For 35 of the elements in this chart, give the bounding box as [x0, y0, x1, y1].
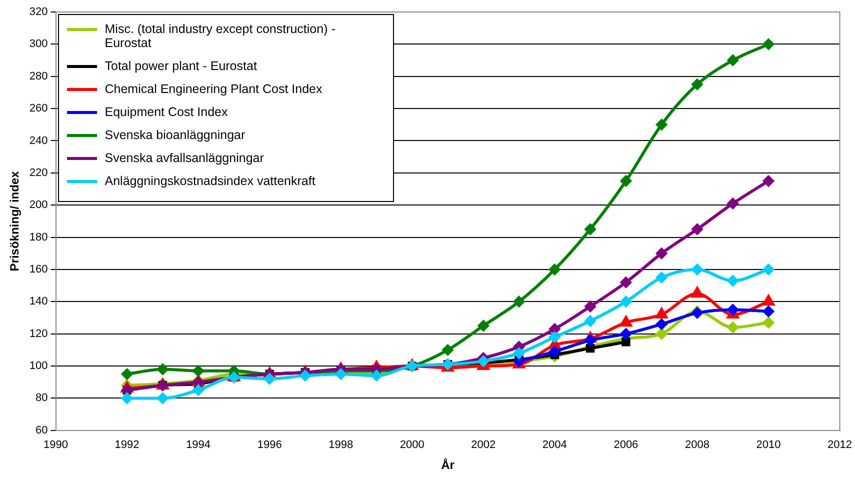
x-tick-label: 2000 [400, 439, 424, 452]
y-tick-label: 140 [29, 296, 48, 308]
y-tick-label: 60 [36, 424, 48, 436]
y-tick-label: 200 [29, 199, 48, 212]
legend-label: Svenska avfallsanläggningar [104, 151, 264, 165]
x-tick-label: 1990 [44, 439, 68, 452]
x-tick-label: 1996 [257, 439, 282, 452]
legend-label: Chemical Engineering Plant Cost Index [104, 82, 322, 96]
legend-label: Misc. (total industry except construction) - Eurostat [104, 22, 336, 50]
legend-label: Svenska bioanläggningar [104, 128, 246, 142]
legend-label: Anläggningskostnadsindex vattenkraft [104, 174, 316, 188]
legend-label: Total power plant - Eurostat [104, 59, 257, 73]
y-tick-label: 180 [29, 231, 48, 244]
y-tick-label: 120 [29, 328, 48, 340]
y-tick-label: 280 [29, 70, 48, 82]
y-tick-label: 160 [29, 264, 48, 276]
y-tick-label: 260 [29, 102, 48, 115]
y-tick-label: 100 [29, 360, 48, 372]
y-tick-label: 80 [36, 392, 48, 404]
x-tick-label: 1998 [328, 439, 354, 452]
x-axis-title: År [441, 458, 455, 472]
x-tick-label: 1994 [186, 439, 211, 452]
y-tick-label: 300 [29, 38, 48, 50]
x-tick-label: 2010 [756, 439, 781, 452]
x-tick-label: 2012 [828, 439, 852, 452]
legend-label: Equipment Cost Index [104, 105, 228, 119]
x-tick-label: 2008 [684, 439, 710, 452]
x-tick-label: 2004 [542, 439, 567, 452]
y-tick-label: 320 [29, 6, 48, 18]
y-tick-label: 220 [29, 166, 48, 179]
y-tick-label: 240 [29, 134, 48, 147]
y-axis-title: Prisökning/ index [8, 170, 22, 272]
x-tick-label: 2002 [471, 439, 496, 452]
x-tick-label: 1992 [114, 439, 140, 452]
x-tick-label: 2006 [614, 439, 638, 452]
